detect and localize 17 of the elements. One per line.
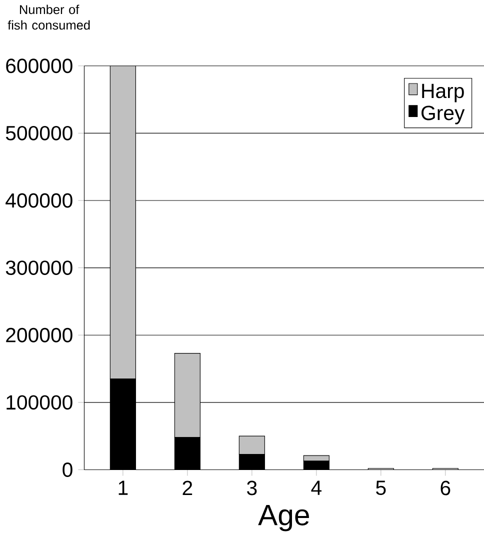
x-tick-label: 1 [118, 480, 128, 495]
x-tick-label: 5 [376, 480, 386, 496]
y-tick-label: 400000 [5, 193, 72, 208]
y-tick-label: 100000 [6, 395, 72, 410]
y-tick-label: 500000 [6, 126, 72, 140]
y-tick-label: 200000 [6, 328, 72, 342]
y-axis-title: Number of fish consumed [8, 4, 90, 30]
y-tick-label: 0 [62, 462, 72, 477]
x-tick-label: 6 [440, 480, 450, 496]
x-tick-label: 4 [311, 480, 322, 495]
y-tick-label: 300000 [6, 260, 72, 276]
x-tick-label: 2 [182, 480, 192, 496]
x-axis-title: Age [258, 504, 309, 532]
legend-label: Harp [422, 84, 464, 102]
legend-label: Grey [421, 106, 464, 124]
x-tick-label: 3 [246, 480, 257, 496]
y-tick-label: 600000 [6, 58, 72, 74]
